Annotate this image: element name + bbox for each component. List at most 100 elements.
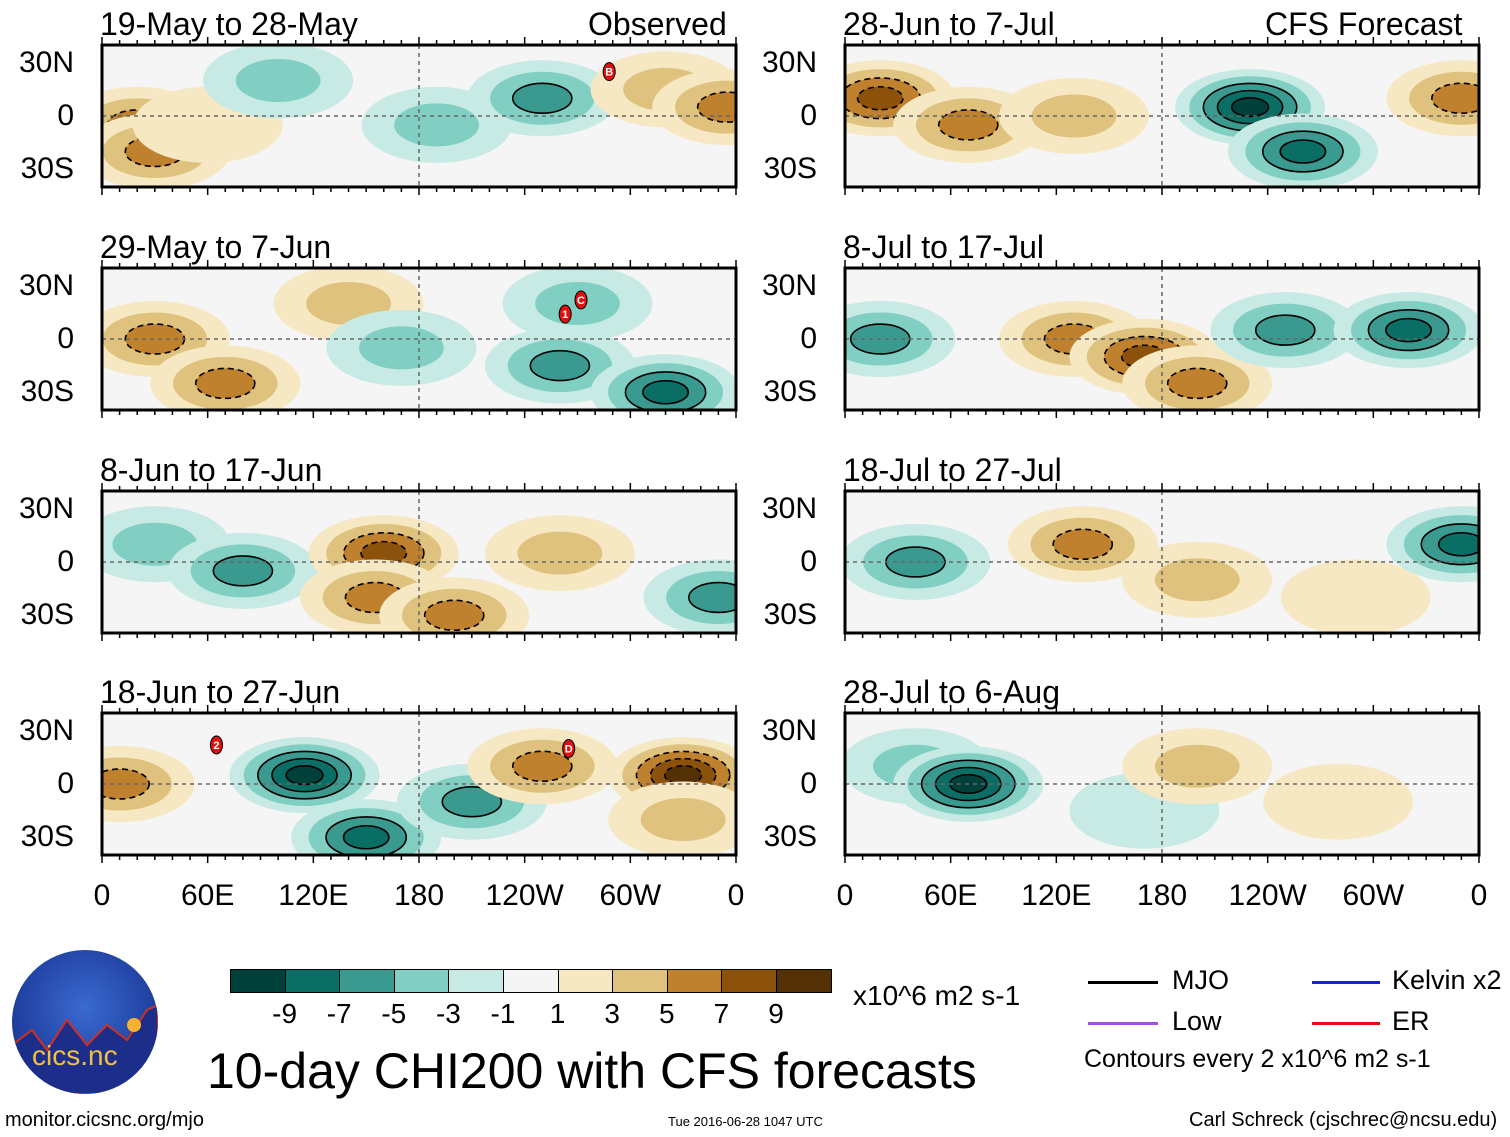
map-panel [100, 483, 738, 641]
storm-marker: 2 [209, 735, 223, 755]
svg-text:D: D [565, 744, 573, 756]
positive-anomaly-contour [517, 531, 603, 575]
storm-marker: C [574, 290, 588, 310]
positive-anomaly-contour [1280, 559, 1431, 633]
lat-label: 30S [763, 598, 817, 632]
lon-label: 120E [278, 879, 349, 912]
colorbar-swatch [721, 969, 777, 993]
lat-label: 30S [20, 375, 74, 409]
lat-label: 30S [20, 598, 74, 632]
lat-label: 30N [18, 45, 74, 79]
lat-label: 0 [800, 545, 817, 578]
lon-label: 60W [599, 879, 662, 912]
colorbar-swatch [612, 969, 668, 993]
lat-label: 0 [57, 545, 74, 578]
svg-text:1: 1 [562, 309, 568, 321]
colorbar-label: -5 [381, 998, 407, 1029]
positive-anomaly-contour [696, 91, 736, 123]
negative-anomaly-contour [342, 824, 390, 850]
negative-anomaly-contour [688, 581, 736, 614]
lat-label: 0 [57, 767, 74, 800]
forecast-label: CFS Forecast [1265, 6, 1463, 42]
legend-er: ER [1392, 1006, 1430, 1036]
positive-anomaly-contour [360, 540, 408, 566]
negative-anomaly-contour [529, 349, 591, 382]
logo: cics.nc [12, 950, 158, 1094]
negative-anomaly-contour [1385, 317, 1433, 343]
positive-anomaly-contour [640, 798, 726, 841]
storm-marker: D [562, 739, 576, 758]
positive-anomaly-contour [1431, 82, 1479, 115]
lat-label: 0 [800, 767, 817, 800]
panel-title: 28-Jun to 7-Jul [843, 6, 1055, 42]
svg-text:B: B [605, 67, 613, 79]
lon-label: 180 [393, 879, 445, 912]
lat-label: 30S [763, 152, 817, 186]
lat-label: 0 [57, 322, 74, 355]
lat-label: 30S [20, 820, 74, 854]
footer-author: Carl Schreck (cjschrec@ncsu.edu) [1189, 1109, 1498, 1131]
negative-anomaly-contour [212, 555, 274, 587]
lat-label: 30N [761, 268, 817, 302]
lat-label: 30N [761, 713, 817, 747]
colorbar-swatch [393, 969, 450, 993]
positive-anomaly-contour [1052, 528, 1114, 561]
lon-label: 120W [1228, 879, 1307, 912]
positive-anomaly-contour [1154, 744, 1240, 788]
lat-label: 30S [20, 152, 74, 186]
footer-url[interactable]: monitor.cicsnc.org/mjo [5, 1109, 204, 1131]
legend-low: Low [1172, 1006, 1222, 1036]
negative-anomaly-contour [441, 785, 503, 818]
storm-marker: B [602, 62, 616, 82]
panel-title: 8-Jul to 17-Jul [843, 229, 1044, 265]
lat-label: 30N [761, 45, 817, 79]
panel-title: 19-May to 28-May [100, 6, 358, 42]
negative-anomaly-contour [1230, 97, 1270, 118]
lat-label: 30N [18, 713, 74, 747]
lat-label: 30N [18, 491, 74, 525]
panel-title: 8-Jun to 17-Jun [100, 452, 323, 488]
colorbar-swatch [448, 969, 504, 993]
lat-label: 0 [57, 99, 74, 132]
negative-anomaly-contour [1254, 314, 1316, 346]
lon-label: 0 [836, 879, 854, 912]
lat-label: 30S [763, 375, 817, 409]
figure-title: 10-day CHI200 with CFS forecasts [207, 1043, 977, 1099]
map-panel [843, 260, 1481, 418]
observed-label: Observed [588, 6, 727, 42]
negative-anomaly-contour [511, 82, 573, 115]
map-panel: 1C [100, 260, 738, 418]
negative-anomaly-contour [1437, 531, 1479, 557]
positive-anomaly-contour [1154, 558, 1240, 602]
colorbar-label: 5 [659, 998, 675, 1029]
negative-anomaly-contour [642, 379, 690, 405]
colorbar-swatch [339, 969, 395, 993]
lon-label: 180 [1136, 879, 1188, 912]
colorbar-label: 9 [768, 998, 784, 1029]
colorbar-swatch [776, 969, 832, 993]
positive-anomaly-contour [1166, 367, 1228, 400]
kelvin-line [1312, 981, 1380, 984]
positive-anomaly-contour [511, 750, 573, 783]
map-panel [843, 483, 1481, 641]
negative-anomaly-contour [394, 103, 480, 147]
colorbar-label: -7 [326, 998, 352, 1029]
lon-label: 120E [1021, 879, 1092, 912]
positive-anomaly-contour [423, 599, 485, 632]
colorbar-swatch [666, 969, 723, 993]
lat-label: 30N [761, 491, 817, 525]
colorbar-unit: x10^6 m2 s-1 [853, 980, 1021, 1011]
panel-title: 18-Jun to 27-Jun [100, 674, 341, 710]
negative-anomaly-contour [235, 59, 321, 102]
colorbar-label: -1 [490, 998, 516, 1029]
low-line [1088, 1022, 1158, 1025]
lat-label: 30S [763, 820, 817, 854]
lon-label: 0 [1470, 879, 1488, 912]
colorbar-swatch [230, 969, 286, 993]
colorbar-label: 7 [713, 998, 730, 1029]
panel-title: 18-Jul to 27-Jul [843, 452, 1062, 488]
lon-label: 60E [923, 879, 978, 912]
svg-text:C: C [577, 295, 585, 307]
